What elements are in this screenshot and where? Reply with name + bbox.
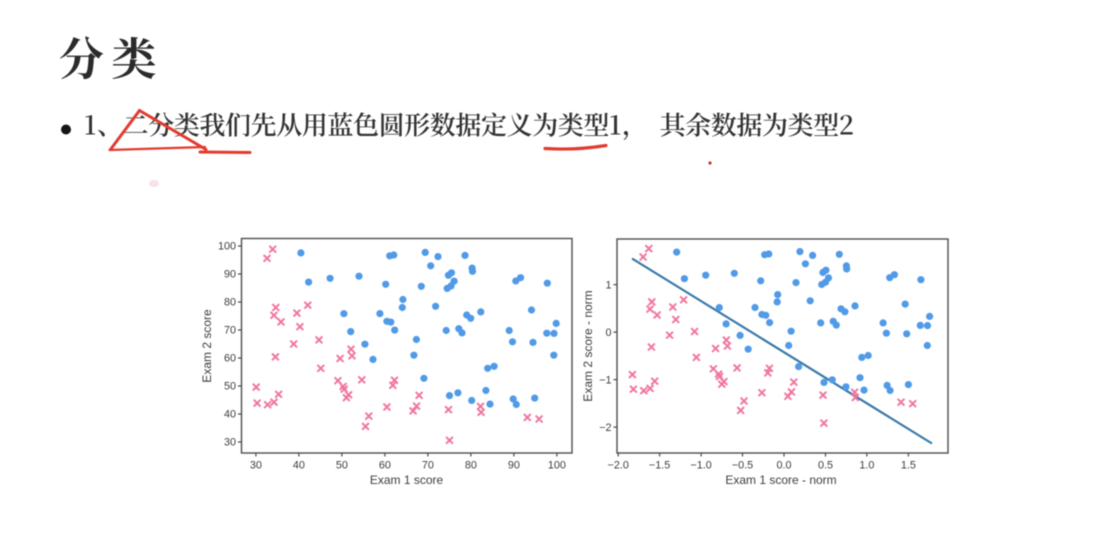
svg-text:1: 1	[605, 279, 611, 291]
svg-text:−1: −1	[599, 374, 611, 386]
svg-text:−2: −2	[599, 422, 611, 434]
svg-text:30: 30	[224, 437, 236, 449]
svg-text:0: 0	[605, 327, 611, 339]
svg-text:60: 60	[379, 460, 391, 472]
svg-text:80: 80	[224, 297, 236, 309]
svg-text:Exam 1 score: Exam 1 score	[370, 473, 444, 487]
svg-text:100: 100	[548, 460, 566, 472]
svg-text:1.0: 1.0	[859, 460, 874, 472]
svg-text:Exam 1 score - norm: Exam 1 score - norm	[725, 473, 836, 487]
svg-text:100: 100	[218, 241, 236, 253]
svg-text:90: 90	[508, 460, 520, 472]
svg-text:−1.5: −1.5	[649, 460, 670, 472]
svg-text:70: 70	[422, 460, 434, 472]
svg-text:−1.0: −1.0	[690, 460, 711, 472]
svg-text:−2.0: −2.0	[608, 460, 629, 472]
svg-text:40: 40	[293, 460, 305, 472]
svg-text:0.5: 0.5	[818, 460, 833, 472]
svg-text:1.5: 1.5	[901, 460, 916, 472]
svg-text:0.0: 0.0	[776, 460, 791, 472]
svg-text:50: 50	[224, 381, 236, 393]
svg-text:Exam 2 score - norm: Exam 2 score - norm	[581, 290, 595, 401]
svg-text:80: 80	[465, 460, 477, 472]
svg-text:30: 30	[250, 460, 262, 472]
svg-text:−0.5: −0.5	[732, 460, 753, 472]
svg-text:Exam 2 score: Exam 2 score	[200, 309, 214, 383]
svg-text:90: 90	[224, 269, 236, 281]
svg-text:70: 70	[224, 325, 236, 337]
svg-text:50: 50	[336, 460, 348, 472]
svg-text:60: 60	[224, 353, 236, 365]
svg-text:40: 40	[224, 409, 236, 421]
